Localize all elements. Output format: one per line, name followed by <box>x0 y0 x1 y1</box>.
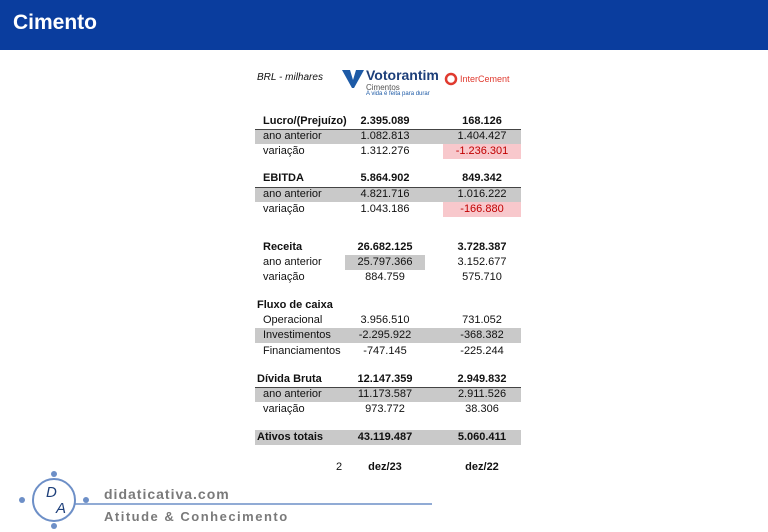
cell-highlight <box>443 202 521 217</box>
title: Cimento <box>13 11 97 34</box>
cell: 575.710 <box>462 271 502 283</box>
cell: 11.173.587 <box>357 388 413 400</box>
unit: BRL - milhares <box>257 72 323 83</box>
row-label: variação <box>263 271 305 283</box>
row-label: Operacional <box>263 314 323 326</box>
cell: -225.244 <box>460 345 504 357</box>
cell: -2.295.922 <box>358 329 412 341</box>
cell: 26.682.125 <box>357 241 413 253</box>
cell: 3.152.677 <box>457 256 507 268</box>
cell: 731.052 <box>462 314 502 326</box>
logo-mark <box>342 70 364 88</box>
cell: 973.772 <box>365 403 405 415</box>
cell: 1.043.186 <box>360 203 410 215</box>
cell: 38.306 <box>465 403 499 415</box>
logo-sub: Cimentos <box>366 83 400 92</box>
row-label: Fluxo de caixa <box>257 299 333 311</box>
cell: 25.797.366 <box>357 256 413 268</box>
row-label: variação <box>263 403 305 415</box>
period: dez/22 <box>465 461 499 473</box>
row-label: Ativos totais <box>257 431 324 443</box>
logo-letter: D <box>46 484 57 501</box>
row-highlight <box>255 387 521 402</box>
cell: -1.236.301 <box>455 145 509 157</box>
row-label: ano anterior <box>263 388 322 400</box>
cell-highlight <box>345 255 425 270</box>
rule <box>255 129 521 130</box>
row-label: variação <box>263 145 305 157</box>
cell: -368.382 <box>460 329 504 341</box>
cell: 1.082.813 <box>360 130 410 142</box>
row-label: EBITDA <box>263 172 304 184</box>
cell: 849.342 <box>462 172 502 184</box>
cell: 168.126 <box>462 115 502 127</box>
row-label: Lucro/(Prejuízo) <box>263 115 347 127</box>
cell: 2.395.089 <box>360 115 410 127</box>
period: dez/23 <box>368 461 402 473</box>
logo-mark <box>444 72 458 86</box>
row-highlight <box>255 129 521 144</box>
cell: 2.949.832 <box>457 373 507 385</box>
row-label: Investimentos <box>263 329 331 341</box>
row-label: ano anterior <box>263 188 322 200</box>
logo-tagline: A vida é feita para durar <box>366 91 430 97</box>
cell: 3.728.387 <box>457 241 507 253</box>
cell: 5.060.411 <box>457 431 507 443</box>
cell: 4.821.716 <box>360 188 410 200</box>
cell: 884.759 <box>365 271 405 283</box>
slogan: Atitude & Conhecimento <box>104 509 289 524</box>
rule <box>255 187 521 188</box>
cell: 2.911.526 <box>457 388 507 400</box>
row-highlight <box>255 328 521 343</box>
cell: 1.404.427 <box>457 130 507 142</box>
header-bar: Cimento <box>0 0 768 50</box>
row-label: variação <box>263 203 305 215</box>
cell-highlight <box>443 144 521 159</box>
page-number: 2 <box>336 461 343 473</box>
row-label: Dívida Bruta <box>257 373 322 385</box>
cell: 3.956.510 <box>360 314 410 326</box>
cell: -166.880 <box>460 203 504 215</box>
cell: 1.016.222 <box>457 188 507 200</box>
site: didaticativa.com <box>104 486 230 502</box>
row-label: ano anterior <box>263 256 322 268</box>
row-label: Financiamentos <box>263 345 341 357</box>
cell: 1.312.276 <box>360 145 410 157</box>
cell: 5.864.902 <box>360 172 410 184</box>
logo-name: Votorantim <box>366 67 439 83</box>
cell: 12.147.359 <box>357 373 413 385</box>
cell: -747.145 <box>363 345 407 357</box>
row-highlight <box>255 187 521 202</box>
cell: 43.119.487 <box>357 431 413 443</box>
row-highlight <box>255 430 521 445</box>
row-label: Receita <box>263 241 303 253</box>
logo-letter: A <box>55 500 66 517</box>
row-label: ano anterior <box>263 130 322 142</box>
rule <box>255 387 521 388</box>
logo-name: InterCement <box>460 74 510 84</box>
